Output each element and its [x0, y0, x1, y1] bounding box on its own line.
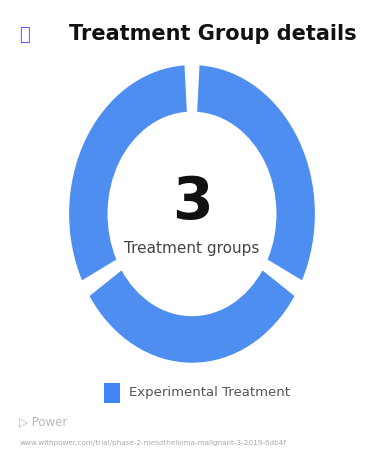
FancyBboxPatch shape [104, 383, 120, 403]
Text: Treatment groups: Treatment groups [124, 241, 260, 256]
Text: Experimental Treatment: Experimental Treatment [129, 386, 290, 399]
Wedge shape [69, 66, 187, 280]
Text: 3: 3 [172, 174, 212, 231]
Wedge shape [89, 270, 295, 363]
Text: Treatment Group details: Treatment Group details [69, 24, 357, 44]
Wedge shape [197, 66, 315, 280]
Text: ▷ Power: ▷ Power [19, 416, 68, 429]
Text: 👥: 👥 [19, 26, 30, 44]
Text: www.withpower.com/trial/phase-2-mesothelioma-malignant-3-2019-6db4f: www.withpower.com/trial/phase-2-mesothel… [19, 440, 286, 446]
